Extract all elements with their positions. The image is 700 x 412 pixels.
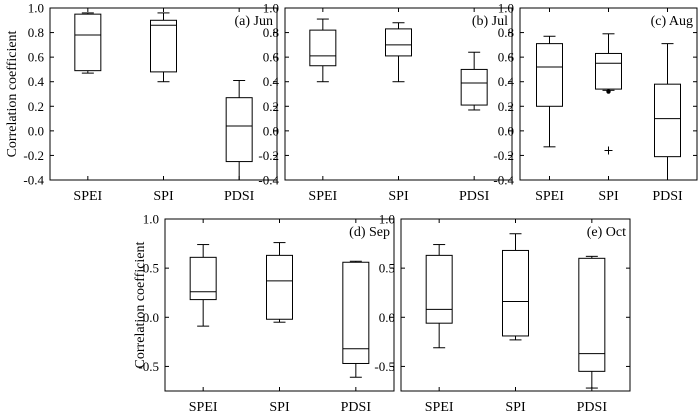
- y-tick-label: 0.5: [143, 261, 159, 276]
- y-tick-label: 1.0: [263, 1, 279, 16]
- y-tick-label: -0.4: [493, 173, 514, 188]
- x-tick-label: SPI: [269, 400, 290, 412]
- iqr-box: [385, 28, 412, 57]
- y-tick-label: 1.0: [28, 1, 44, 16]
- x-tick-label: SPEI: [189, 400, 218, 412]
- y-tick-label: 0.2: [28, 99, 44, 114]
- iqr-box: [595, 52, 622, 90]
- y-tick-label: 0.0: [28, 123, 44, 138]
- box-pdsi: [578, 255, 606, 389]
- x-tick-label: SPEI: [308, 189, 337, 204]
- box-pdsi: [654, 43, 681, 181]
- y-tick-label: -0.4: [23, 173, 44, 188]
- x-tick-label: PDSI: [341, 400, 372, 412]
- box-pdsi: [342, 260, 370, 378]
- iqr-box: [309, 29, 337, 67]
- box-spi: [595, 33, 622, 155]
- y-tick-label: 0.4: [498, 74, 515, 89]
- x-tick-label: SPI: [153, 189, 174, 204]
- y-tick-label: -0.2: [493, 148, 514, 163]
- box-spi: [502, 233, 529, 341]
- box-pdsi: [225, 79, 253, 181]
- iqr-box: [502, 249, 529, 337]
- x-tick-label: SPI: [598, 189, 619, 204]
- box-spi: [150, 12, 177, 83]
- y-tick-label: 0.0: [379, 310, 395, 325]
- box-spei: [189, 244, 217, 327]
- iqr-box: [266, 254, 293, 320]
- y-axis-label: Correlation coefficient: [5, 30, 20, 157]
- panel-label: (c) Aug: [651, 14, 693, 29]
- iqr-box: [654, 83, 681, 158]
- box-spi: [385, 22, 412, 83]
- x-tick-label: PDSI: [459, 189, 490, 204]
- panel-label: (d) Sep: [349, 225, 390, 240]
- iqr-box: [460, 68, 488, 106]
- y-tick-label: 0.6: [263, 50, 280, 65]
- y-tick-label: 0.8: [263, 25, 279, 40]
- y-tick-label: -0.4: [258, 173, 279, 188]
- y-tick-label: 0.5: [379, 261, 395, 276]
- x-tick-label: SPI: [388, 189, 409, 204]
- x-tick-label: SPEI: [425, 400, 454, 412]
- panel-label: (a) Jun: [235, 14, 274, 29]
- iqr-box: [189, 256, 217, 301]
- y-tick-label: 0.0: [498, 123, 514, 138]
- panel-label: (b) Jul: [472, 14, 508, 29]
- y-tick-label: 0.2: [263, 99, 279, 114]
- y-tick-label: 0.8: [498, 25, 514, 40]
- x-tick-label: SPEI: [535, 189, 564, 204]
- panel-3: -0.4 -0.2 0.0 0.2 0.4 0.6 0.8 1.0 SPEI SPI PDSI (c)…: [493, 1, 698, 204]
- iqr-box: [225, 97, 253, 163]
- panel-2: -0.4 -0.2 0.0 0.2 0.4 0.6 0.8 1.0 SPEI SPI PDSI (b)…: [258, 1, 513, 204]
- iqr-box: [578, 257, 606, 372]
- y-tick-label: 0.2: [498, 99, 514, 114]
- iqr-box: [342, 261, 370, 364]
- panel-5: -0.5 0.0 0.5 1.0 SPEI SPI PDSI (e) Oct: [374, 212, 631, 412]
- y-tick-label: -0.5: [374, 359, 395, 374]
- y-tick-label: 0.4: [263, 74, 280, 89]
- x-tick-label: PDSI: [224, 189, 255, 204]
- y-tick-label: 0.0: [263, 123, 279, 138]
- y-tick-label: 0.4: [28, 74, 45, 89]
- box-pdsi: [460, 51, 488, 111]
- x-tick-label: SPI: [505, 400, 526, 412]
- y-tick-label: -0.2: [258, 148, 279, 163]
- y-tick-label: 1.0: [379, 212, 395, 227]
- y-tick-label: 1.0: [498, 1, 514, 16]
- panel-label: (e) Oct: [587, 225, 626, 240]
- y-tick-label: 1.0: [143, 212, 159, 227]
- y-tick-label: -0.2: [23, 148, 44, 163]
- x-tick-label: PDSI: [577, 400, 608, 412]
- x-tick-label: SPEI: [73, 189, 102, 204]
- panel-1: -0.4 -0.2 0.0 0.2 0.4 0.6 0.8 1.0 SPEI SPI PDSI (a)…: [5, 1, 278, 204]
- iqr-box: [74, 13, 102, 72]
- x-tick-label: PDSI: [652, 189, 683, 204]
- y-axis-label: Correlation coefficient: [133, 241, 148, 368]
- box-spei: [309, 18, 337, 83]
- y-tick-label: 0.0: [143, 310, 159, 325]
- y-tick-label: 0.8: [28, 25, 44, 40]
- box-spei: [536, 35, 563, 148]
- box-spei: [74, 12, 102, 74]
- panel-4: -0.5 0.0 0.5 1.0 SPEI SPI PDSI (d) Sep Correlati…: [133, 212, 395, 412]
- outlier-dot: [606, 89, 611, 94]
- box-spi: [266, 242, 293, 323]
- iqr-box: [425, 254, 453, 324]
- y-tick-label: 0.6: [28, 50, 45, 65]
- iqr-box: [150, 19, 177, 73]
- iqr-box: [536, 43, 563, 107]
- y-tick-label: 0.6: [498, 50, 515, 65]
- y-tick-label: -0.5: [138, 359, 159, 374]
- box-spei: [425, 244, 453, 349]
